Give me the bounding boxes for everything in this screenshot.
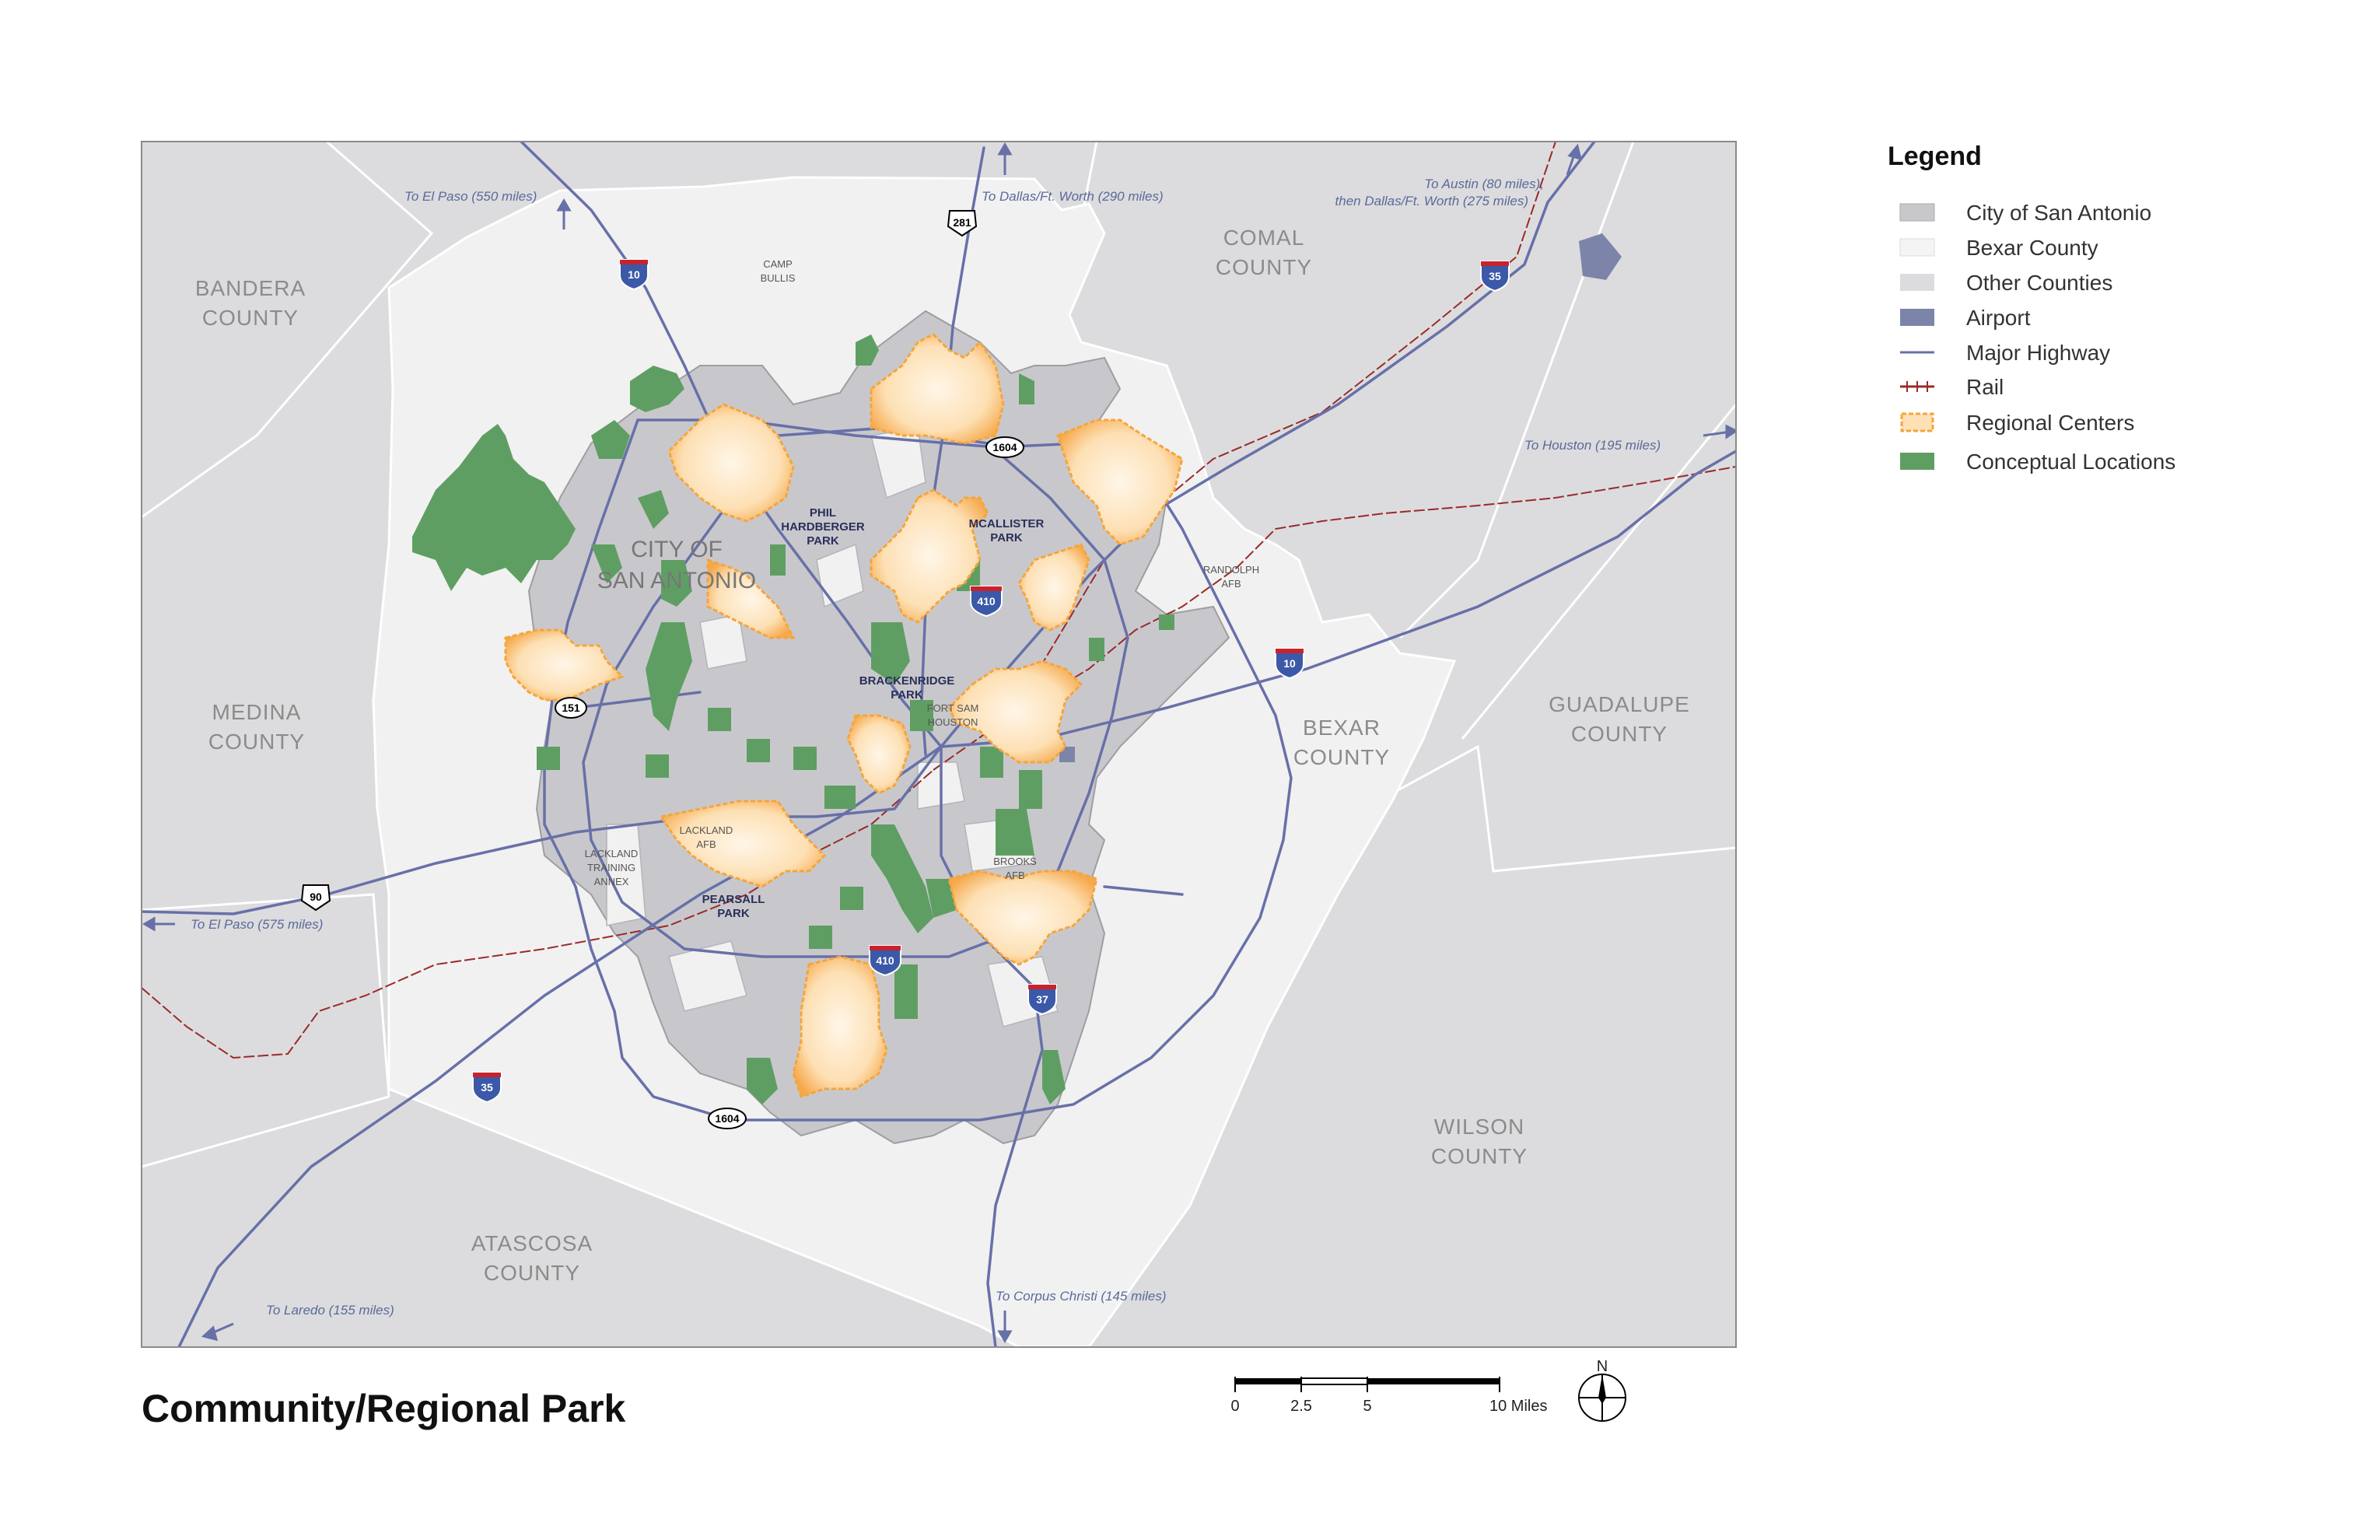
map-title: Community/Regional Park (142, 1387, 626, 1430)
i35-north-shield: 35 (1480, 261, 1510, 292)
county-boundaries (142, 142, 1736, 1168)
north-arrow-icon: N (1578, 1358, 1626, 1422)
svg-text:Major Highway: Major Highway (1966, 341, 2110, 365)
wilson-county-label: WILSON COUNTY (1431, 1115, 1528, 1168)
dest-houston: To Houston (195 miles) (1524, 438, 1661, 453)
medina-county-label: MEDINA COUNTY (208, 700, 305, 754)
svg-text:Bexar County: Bexar County (1966, 236, 2098, 260)
loop1604-north-marker: 1604 (985, 436, 1024, 458)
legend-item-regional-centers: Regional Centers (1900, 411, 2134, 435)
guadalupe-county-label: GUADALUPE COUNTY (1549, 692, 1690, 746)
svg-text:151: 151 (562, 702, 580, 714)
lackland-training-annex-label: LACKLAND TRAINING ANNEX (585, 848, 639, 887)
camp-bullis-label: CAMP BULLIS (761, 258, 796, 284)
dest-laredo: To Laredo (155 miles) (266, 1303, 394, 1318)
phil-hardberger-park-label: PHIL HARDBERGER PARK (781, 506, 865, 548)
svg-text:90: 90 (310, 891, 322, 903)
bandera-county-label: BANDERA COUNTY (195, 276, 306, 330)
i410-north-shield: 410 (970, 586, 1003, 618)
svg-text:10: 10 (1283, 657, 1296, 670)
bexar-county-label: BEXAR COUNTY (1293, 716, 1390, 769)
map-border (141, 141, 1737, 1348)
county-labels: BANDERA COUNTY COMAL COUNTY MEDINA COUNTY B… (195, 226, 1690, 1285)
legend-item-conceptual-locations: Conceptual Locations (1900, 450, 2175, 474)
svg-text:5: 5 (1363, 1398, 1371, 1415)
svg-text:Rail: Rail (1966, 375, 2004, 399)
svg-text:410: 410 (876, 954, 894, 967)
svg-text:N: N (1597, 1358, 1608, 1375)
dest-corpus: To Corpus Christi (145 miles) (996, 1289, 1167, 1304)
brackenridge-park-label: BRACKENRIDGE PARK (859, 674, 955, 702)
dest-el-paso-west: To El Paso (575 miles) (191, 917, 323, 932)
dest-el-paso-north: To El Paso (550 miles) (404, 189, 537, 204)
svg-text:10: 10 (628, 268, 640, 281)
svg-text:Other Counties: Other Counties (1966, 271, 2112, 295)
svg-text:Airport: Airport (1966, 306, 2031, 330)
us90-marker: 90 (300, 884, 331, 912)
fort-sam-houston-label: FORT SAM HOUSTON (927, 702, 979, 728)
brooks-afb-label: BROOKS AFB (993, 856, 1037, 881)
svg-text:1604: 1604 (715, 1112, 739, 1125)
conceptual-locations (412, 334, 1174, 1104)
us281-marker: 281 (947, 210, 978, 237)
direction-arrows (142, 142, 1736, 1343)
city-of-san-antonio-label: CITY OF SAN ANTONIO (597, 537, 757, 593)
i37-shield: 37 (1027, 984, 1057, 1016)
legend-item-rail: Rail (1900, 375, 2004, 399)
mcallister-park-label: MCALLISTER PARK (969, 517, 1045, 544)
dest-austin: To Austin (80 miles), then Dallas/Ft. Wor… (1335, 177, 1544, 208)
randolph-afb-label: RANDOLPH AFB (1203, 564, 1259, 590)
svg-text:410: 410 (977, 595, 996, 607)
svg-text:10 Miles: 10 Miles (1489, 1398, 1547, 1415)
park-labels: PHIL HARDBERGER PARK MCALLISTER PARK BRACKE… (702, 506, 1045, 920)
svg-text:0: 0 (1230, 1398, 1239, 1415)
legend-item-city: City of San Antonio (1899, 201, 2151, 225)
pearsall-park-label: PEARSALL PARK (702, 893, 765, 920)
svg-text:35: 35 (481, 1081, 493, 1094)
legend-item-airport: Airport (1900, 306, 2031, 330)
svg-text:1604: 1604 (992, 441, 1017, 453)
legend-item-bexar: Bexar County (1899, 236, 2098, 260)
legend-item-highway: Major Highway (1900, 341, 2110, 365)
svg-text:2.5: 2.5 (1290, 1398, 1312, 1415)
svg-text:Conceptual Locations: Conceptual Locations (1966, 450, 2175, 474)
lackland-afb-label: LACKLAND AFB (680, 824, 733, 850)
legend-item-other-counties: Other Counties (1900, 271, 2112, 295)
dest-dallas: To Dallas/Ft. Worth (290 miles) (982, 189, 1164, 204)
base-labels: CAMP BULLIS RANDOLPH AFB FORT SAM HOUSTON L… (585, 258, 1259, 887)
svg-text:City of San Antonio: City of San Antonio (1966, 201, 2151, 225)
legend: Legend City of San Antonio Bexar County … (1888, 142, 2175, 474)
airport (1579, 233, 1622, 280)
route-markers: 281 1604 1604 151 90 (300, 210, 1024, 1129)
svg-text:35: 35 (1489, 270, 1501, 282)
regional-centers (504, 333, 1184, 1098)
atascosa-county-label: ATASCOSA COUNTY (471, 1231, 593, 1285)
i10-east-shield: 10 (1275, 648, 1304, 680)
svg-text:Regional Centers: Regional Centers (1966, 411, 2134, 435)
i10-north-shield: 10 (619, 259, 649, 291)
i35-south-shield: 35 (472, 1072, 502, 1104)
legend-title: Legend (1888, 142, 1982, 171)
loop1604-south-marker: 1604 (708, 1108, 747, 1129)
comal-county-label: COMAL COUNTY (1216, 226, 1312, 279)
svg-text:281: 281 (953, 216, 971, 229)
scale-bar: 0 2.5 5 10 Miles (1230, 1377, 1547, 1415)
destination-labels: To El Paso (550 miles) To Dallas/Ft. Wor… (191, 177, 1661, 1318)
interstate-shields: 10 35 410 10 410 (472, 259, 1510, 1104)
svg-text:37: 37 (1036, 993, 1048, 1006)
sh151-marker: 151 (555, 697, 587, 719)
map-frame: BANDERA COUNTY COMAL COUNTY MEDINA COUNTY B… (142, 142, 1736, 1347)
i410-south-shield: 410 (869, 945, 901, 977)
